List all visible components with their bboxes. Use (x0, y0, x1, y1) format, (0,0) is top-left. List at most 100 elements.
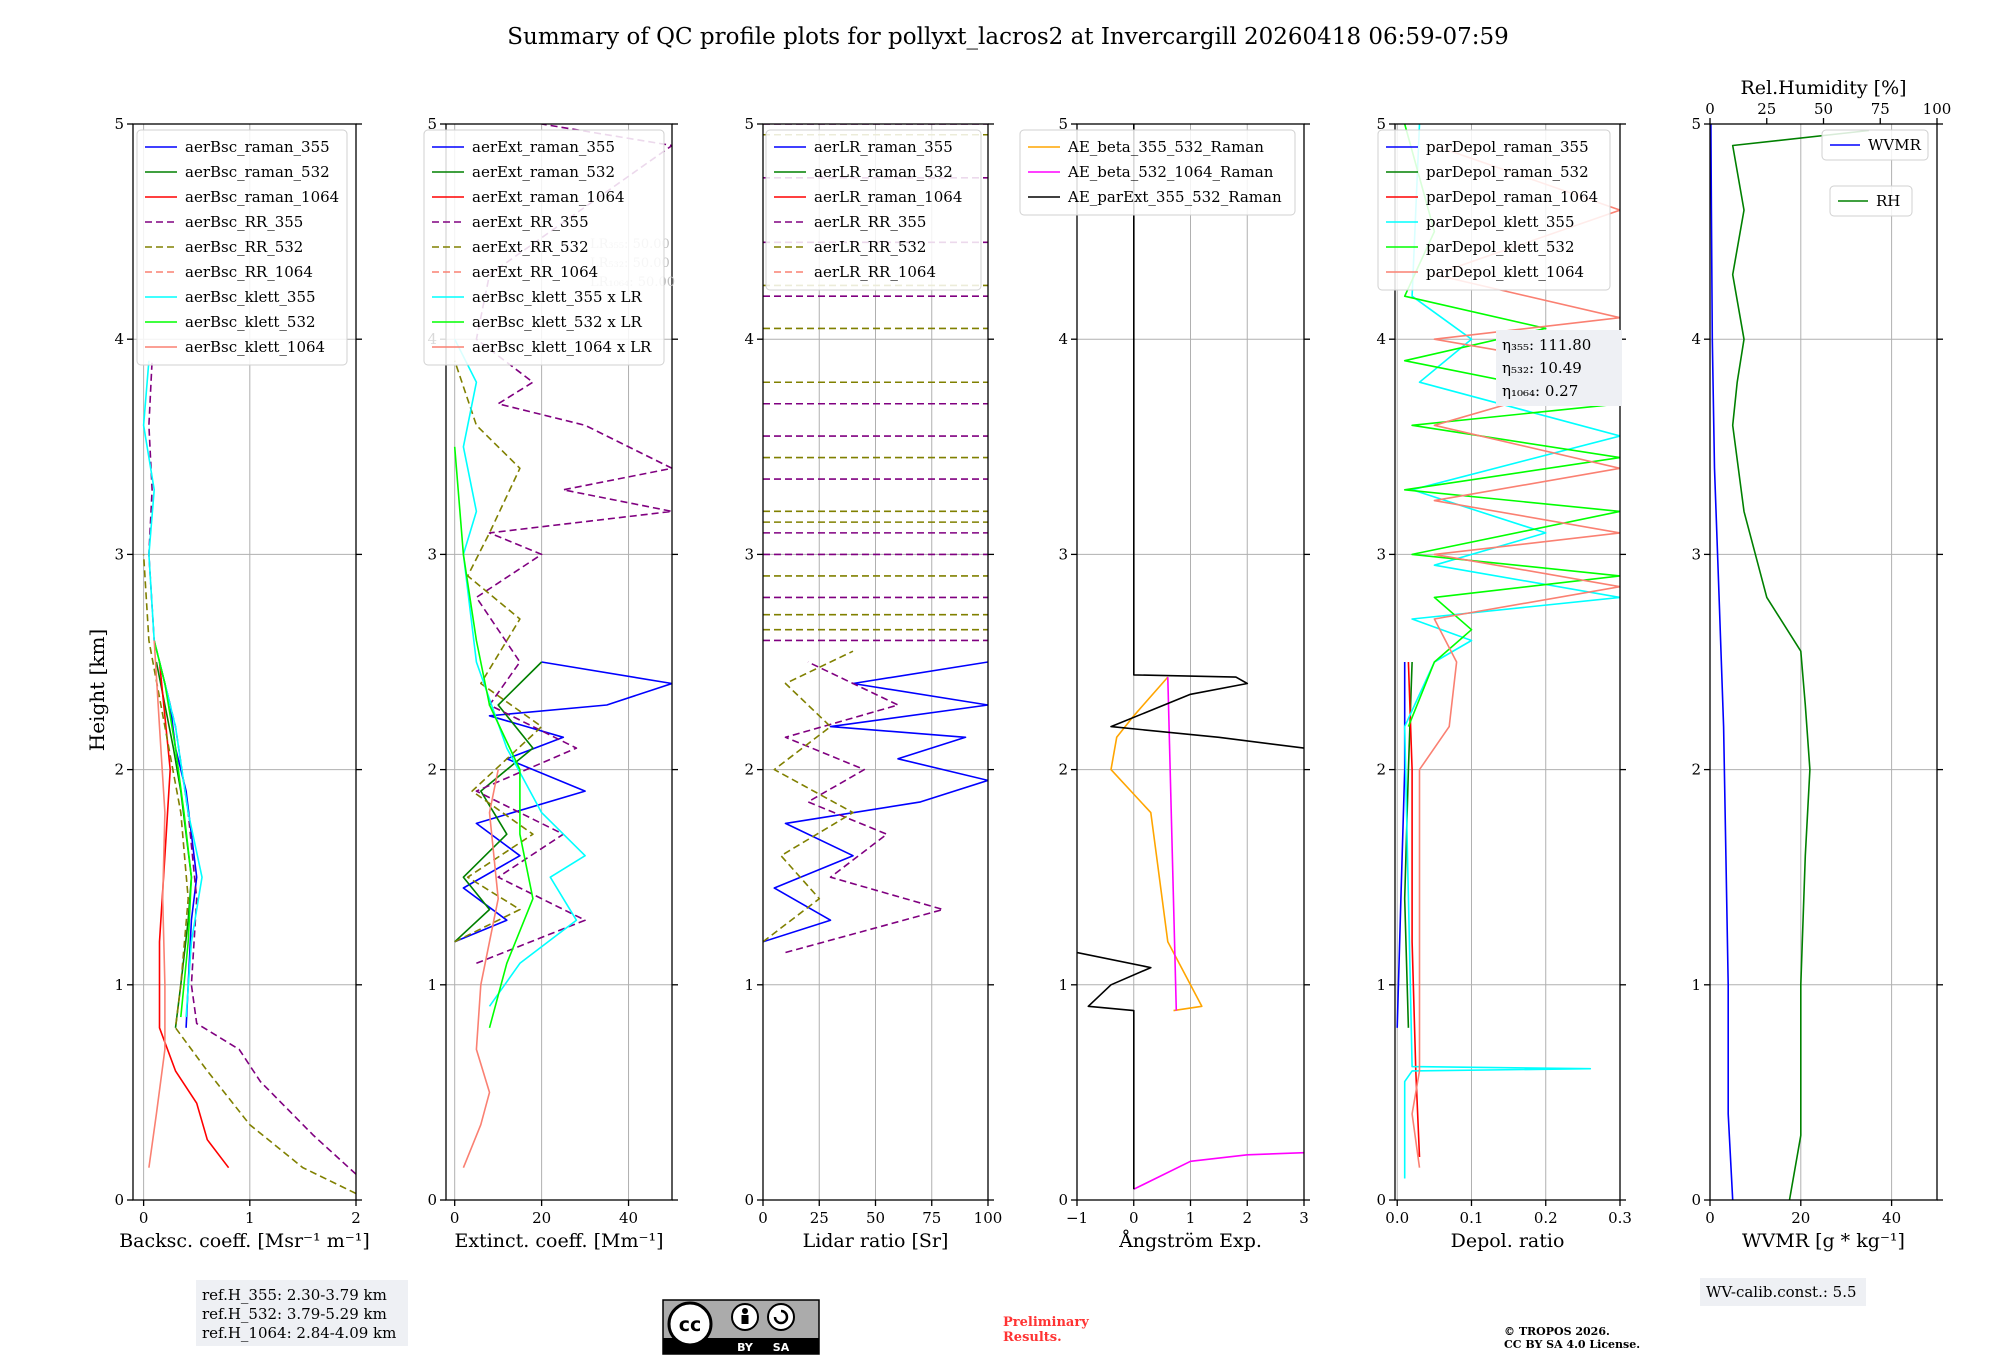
x-axis-label: Ångström Exp. (1118, 1230, 1262, 1252)
y-tick-label: 0 (1691, 1191, 1701, 1209)
legend-label: aerExt_raman_1064 (472, 188, 625, 206)
axes-frame (132, 123, 357, 1201)
series-RH (1731, 129, 1869, 1200)
legend-label: aerBsc_klett_355 (185, 288, 316, 306)
y-tick-label: 1 (1691, 976, 1701, 994)
sa-share-icon (767, 1303, 795, 1331)
legend-label: aerBsc_klett_532 x LR (472, 313, 643, 331)
x-tick-label: 25 (810, 1209, 829, 1227)
legend-label: aerBsc_raman_532 (185, 163, 330, 181)
series-parDepol_klett_532 (1403, 124, 1620, 727)
legend-label: aerBsc_raman_355 (185, 138, 330, 156)
top-axis-label: Rel.Humidity [%] (1740, 77, 1906, 99)
eta-value: η₁₀₆₄: 0.27 (1502, 382, 1578, 400)
y-tick-label: 3 (114, 545, 124, 563)
x-tick-label: 0.2 (1534, 1209, 1558, 1227)
series-aerLR_raman_355 (763, 661, 988, 943)
y-tick-label: 4 (1058, 330, 1068, 348)
y-tick-label: 2 (114, 761, 124, 779)
legend-label: aerExt_RR_355 (472, 213, 589, 231)
legend-box (1019, 129, 1296, 216)
y-tick-label: 0 (114, 1191, 124, 1209)
top-tick-label: 25 (1757, 100, 1776, 118)
x-axis-label: Lidar ratio [Sr] (803, 1230, 949, 1252)
legend-label: aerLR_raman_355 (814, 138, 953, 156)
legend-label: aerLR_RR_532 (814, 238, 926, 256)
top-tick-label: 50 (1814, 100, 1833, 118)
badge-sa-label: SA (773, 1341, 790, 1354)
x-tick-label: 75 (922, 1209, 941, 1227)
legend-box (1377, 129, 1611, 291)
panel-3: 0 25 50 75 100 0 1 2 3 4 5 Lidar ratio [Sr] aerLR_ra… (744, 115, 1002, 1252)
top-tick-label: 0 (1705, 100, 1715, 118)
series-parDepol_raman_1064 (1407, 661, 1421, 1158)
series-group (453, 124, 672, 1169)
x-tick-label: 100 (974, 1209, 1003, 1227)
y-tick-label: 3 (427, 545, 437, 563)
series-aerExt_raman_355 (454, 661, 672, 943)
legend-label: aerBsc_RR_355 (185, 213, 303, 231)
legend-label: aerBsc_klett_532 (185, 313, 316, 331)
legend-label: aerLR_RR_355 (814, 213, 926, 231)
wv-calib-text: WV-calib.const.: 5.5 (1706, 1283, 1857, 1301)
x-tick-label: 2 (1242, 1209, 1252, 1227)
legend-label: aerExt_RR_1064 (472, 263, 598, 281)
series-aerLR_RR_532 (763, 650, 854, 943)
series-AE_parExt_355_532_Raman (1077, 951, 1152, 1190)
legend-label: aerLR_raman_1064 (814, 188, 962, 206)
series-WVMR (1710, 124, 1734, 1200)
y-tick-label: 2 (1058, 761, 1068, 779)
series-AE_parExt_355_532_Raman (1110, 124, 1304, 749)
panel-1: 0 1 2 0 1 2 3 4 5 Backsc. coeff. [Msr⁻¹ m⁻¹] aerBs… (114, 115, 369, 1252)
legend-box (1821, 129, 1929, 161)
cc-icon (667, 1301, 713, 1347)
legend-box (1829, 185, 1913, 217)
eta-value: η₅₃₂: 10.49 (1502, 359, 1582, 377)
y-tick-label: 2 (1691, 761, 1701, 779)
y-tick-label: 5 (744, 115, 754, 133)
x-axis-label: Extinct. coeff. [Mm⁻¹] (454, 1230, 663, 1252)
x-tick-label: 20 (532, 1209, 551, 1227)
legend-RH: RH (1829, 185, 1913, 217)
legend-label: aerBsc_klett_1064 (185, 338, 325, 356)
series-aerBsc_klett_355 (142, 360, 203, 1018)
x-tick-label: 0 (450, 1209, 460, 1227)
x-axis-label: WVMR [g * kg⁻¹] (1742, 1230, 1905, 1252)
badge-by-label: BY (737, 1341, 754, 1354)
x-tick-label: 2 (351, 1209, 361, 1227)
legend: aerLR_raman_355 aerLR_raman_532 aerLR_rama… (765, 129, 982, 291)
series-aerBsc_klett_1064 (148, 640, 166, 1168)
series-aerExt_RR_355 (475, 124, 672, 965)
copyright-line-2: CC BY SA 4.0 License. (1504, 1338, 1640, 1351)
legend: aerBsc_raman_355 aerBsc_raman_532 aerBsc_r… (136, 129, 348, 366)
x-tick-label: 20 (1791, 1209, 1810, 1227)
legend-label: aerExt_RR_532 (472, 238, 589, 256)
series-group (1710, 124, 1869, 1200)
legend-label: aerExt_raman_532 (472, 163, 615, 181)
y-tick-label: 5 (114, 115, 124, 133)
series-aerBsc_RR_355 (148, 360, 356, 1175)
svg-text:cc: cc (679, 1314, 702, 1336)
legend-label: aerBsc_RR_532 (185, 238, 303, 256)
cc-license-badge: cc BY SA (662, 1299, 820, 1355)
legend-label: parDepol_klett_532 (1426, 238, 1575, 256)
x-tick-label: 40 (1882, 1209, 1901, 1227)
legend-label: AE_beta_355_532_Raman (1067, 138, 1264, 156)
legend-label: aerBsc_RR_1064 (185, 263, 313, 281)
y-tick-label: 5 (1058, 115, 1068, 133)
series-group (1077, 124, 1304, 1190)
axes-frame (1394, 123, 1621, 1201)
y-tick-label: 0 (427, 1191, 437, 1209)
x-tick-label: 3 (1299, 1209, 1309, 1227)
series-parDepol_klett_355 (1403, 124, 1620, 1179)
y-tick-label: 1 (744, 976, 754, 994)
refH-355: ref.H_355: 2.30-3.79 km (202, 1286, 387, 1304)
series-aerBsc_raman_1064 (158, 661, 230, 1169)
legend-box (136, 129, 348, 366)
top-tick-label: 100 (1923, 100, 1952, 118)
x-tick-label: 0.0 (1385, 1209, 1409, 1227)
series-aerBsc_klett_355 x LR (453, 338, 586, 1007)
y-tick-label: 5 (1691, 115, 1701, 133)
